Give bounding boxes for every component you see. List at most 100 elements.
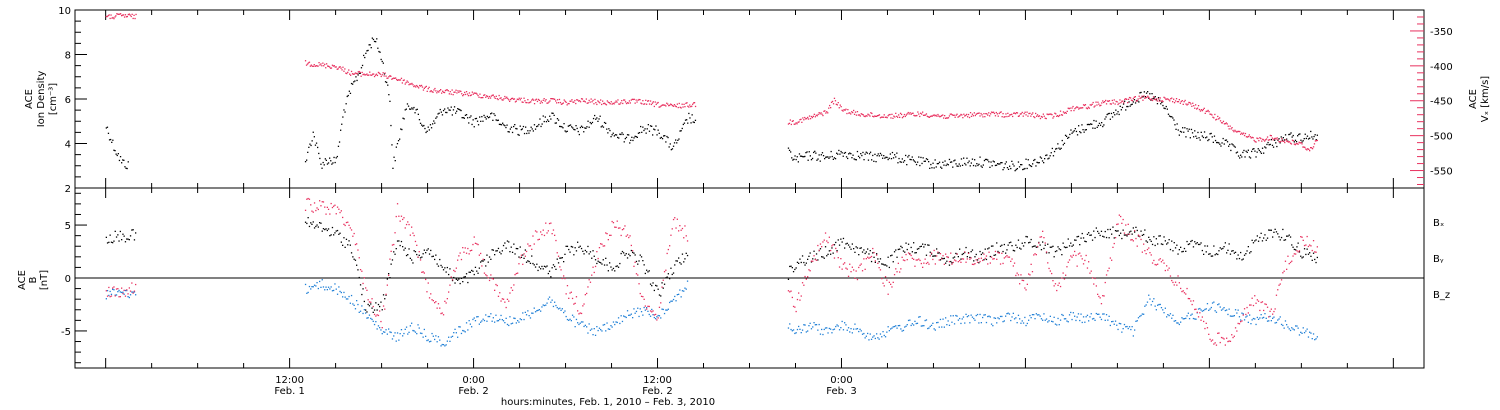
density-point [651, 125, 653, 127]
by-point [1063, 318, 1066, 320]
density-point [541, 123, 543, 125]
bx-point [906, 248, 908, 251]
by-point [869, 333, 871, 335]
density-point [1162, 104, 1164, 107]
vx-point [871, 112, 873, 115]
density-point [1239, 157, 1241, 159]
bx-point [418, 254, 420, 256]
bx-point [1134, 231, 1136, 233]
by-point [792, 329, 795, 331]
vx-point [973, 112, 975, 114]
by-point [1265, 317, 1267, 319]
vx-point [1026, 111, 1028, 113]
bx-point [840, 238, 842, 240]
bx-point [953, 256, 956, 258]
density-point [1120, 109, 1122, 111]
by-point [1284, 320, 1287, 322]
density-point [1295, 141, 1298, 143]
density-point [1167, 113, 1170, 115]
vx-point [354, 72, 357, 74]
vx-point [897, 116, 899, 118]
bx-point [451, 279, 454, 282]
bx-point [1130, 230, 1132, 232]
bz-point [1238, 323, 1241, 325]
by-point [612, 321, 615, 323]
density-point [349, 92, 352, 94]
density-point [863, 159, 865, 161]
bx-point [999, 245, 1002, 247]
vx-point [978, 112, 980, 114]
vx-point [795, 122, 797, 124]
vx-point [927, 116, 929, 118]
bx-point [1063, 246, 1066, 248]
bz-point [421, 271, 423, 273]
bx-point [907, 243, 910, 245]
by-point [876, 333, 878, 335]
bx-point [1218, 250, 1220, 252]
vx-point [1039, 117, 1042, 120]
by-point [1136, 320, 1138, 322]
vx-point [984, 116, 986, 118]
density-point [1070, 129, 1072, 131]
bx-point [1108, 237, 1110, 239]
bz-point [1227, 340, 1229, 343]
vx-point [1115, 100, 1117, 103]
density-point [106, 126, 109, 128]
bx-point [1178, 249, 1180, 251]
bx-point [1273, 231, 1275, 233]
vx-point [379, 73, 381, 75]
bx-point [115, 236, 118, 238]
bx-point [511, 251, 514, 253]
bz-point [992, 258, 994, 260]
bx-point [861, 251, 864, 253]
by-point [984, 314, 986, 316]
by-point [566, 318, 569, 321]
density-point [323, 164, 325, 166]
density-point [425, 131, 427, 134]
density-point [1003, 167, 1005, 169]
vx-point [1014, 113, 1017, 115]
bz-point [1122, 218, 1124, 221]
density-point [1176, 123, 1178, 125]
bz-point [629, 235, 631, 237]
bx-point [344, 246, 346, 248]
vx-point [1305, 148, 1307, 150]
bx-point [787, 278, 790, 280]
bx-point [809, 252, 811, 254]
density-point [115, 153, 117, 155]
density-point [856, 150, 859, 153]
bz-point [1029, 274, 1031, 276]
vx-point [1214, 113, 1216, 116]
density-point [630, 139, 632, 141]
bz-point [999, 263, 1002, 265]
bz-point [656, 319, 658, 321]
bz-point [1275, 294, 1278, 296]
bx-point [651, 285, 653, 287]
bx-point [467, 281, 469, 284]
bz-point [837, 257, 839, 259]
density-point [437, 113, 439, 115]
by-point [1131, 326, 1133, 328]
by-point [321, 279, 323, 281]
density-point [661, 138, 664, 140]
bx-point [1188, 243, 1191, 245]
bz-point [377, 314, 380, 317]
by-point [1261, 317, 1264, 319]
density-point [511, 131, 514, 134]
by-point [596, 326, 598, 328]
by-point [1229, 315, 1232, 317]
by-point [1140, 314, 1142, 317]
density-point [882, 157, 884, 159]
bz-point [375, 315, 377, 317]
vx-point [417, 86, 419, 88]
by-point [345, 298, 348, 300]
vx-point [618, 103, 620, 105]
by-point [1192, 317, 1195, 320]
density-point [372, 38, 375, 41]
bz-point [795, 310, 797, 313]
vx-point [392, 77, 394, 80]
density-point [455, 112, 457, 114]
vx-point [452, 94, 454, 96]
density-point [1223, 143, 1225, 145]
by-point [864, 337, 866, 339]
